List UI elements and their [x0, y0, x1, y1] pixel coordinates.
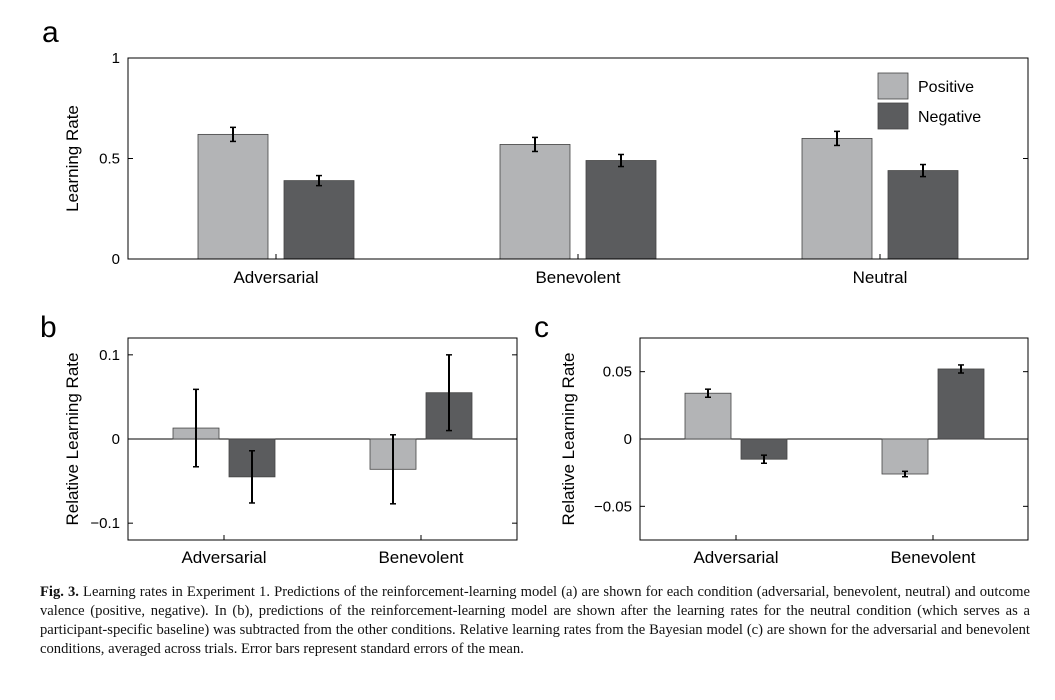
- y-tick-label: 1: [112, 50, 120, 67]
- panel-label: b: [40, 311, 57, 344]
- x-tick-label: Neutral: [853, 268, 908, 287]
- bar-negative-adversarial: [283, 180, 355, 260]
- bar-negative-benevolent: [937, 368, 985, 440]
- y-tick-label: 0: [112, 251, 120, 268]
- y-tick-label: 0.05: [603, 364, 632, 381]
- bar-negative-neutral: [887, 170, 959, 260]
- figure-caption: Fig. 3. Learning rates in Experiment 1. …: [40, 583, 1030, 659]
- panel-label: a: [42, 16, 59, 49]
- panel-label: c: [534, 311, 549, 344]
- y-axis-label: Relative Learning Rate: [63, 353, 82, 526]
- y-tick-label: −0.05: [594, 498, 632, 515]
- figure: a 0 0.5 1 Adversarial Benevolent Neutral Learni…: [40, 16, 1029, 567]
- caption-label: Fig. 3.: [40, 584, 79, 600]
- y-tick-label: −0.1: [90, 515, 120, 532]
- bar-positive-benevolent: [881, 438, 929, 475]
- legend-label-negative: Negative: [918, 109, 981, 126]
- x-tick-label: Adversarial: [693, 548, 778, 567]
- y-tick-label: 0: [112, 431, 120, 448]
- y-tick-label: 0.5: [99, 151, 120, 168]
- x-tick-label: Benevolent: [890, 548, 975, 567]
- y-axis-label: Learning Rate: [63, 105, 82, 212]
- x-tick-label: Benevolent: [535, 268, 620, 287]
- bar-positive-neutral: [801, 137, 873, 260]
- bar-positive-benevolent: [499, 144, 571, 260]
- x-tick-label: Adversarial: [233, 268, 318, 287]
- legend-label-positive: Positive: [918, 79, 974, 96]
- y-tick-label: 0: [624, 431, 632, 448]
- bar-positive-adversarial: [684, 392, 732, 440]
- bar-positive-adversarial: [197, 133, 269, 260]
- y-axis-label: Relative Learning Rate: [559, 353, 578, 526]
- y-tick-label: 0.1: [99, 347, 120, 364]
- legend-swatch-positive: [877, 72, 909, 100]
- x-tick-label: Adversarial: [181, 548, 266, 567]
- x-tick-label: Benevolent: [378, 548, 463, 567]
- legend-swatch-negative: [877, 102, 909, 130]
- bar-negative-benevolent: [585, 160, 657, 260]
- caption-text: Learning rates in Experiment 1. Predicti…: [40, 584, 1030, 657]
